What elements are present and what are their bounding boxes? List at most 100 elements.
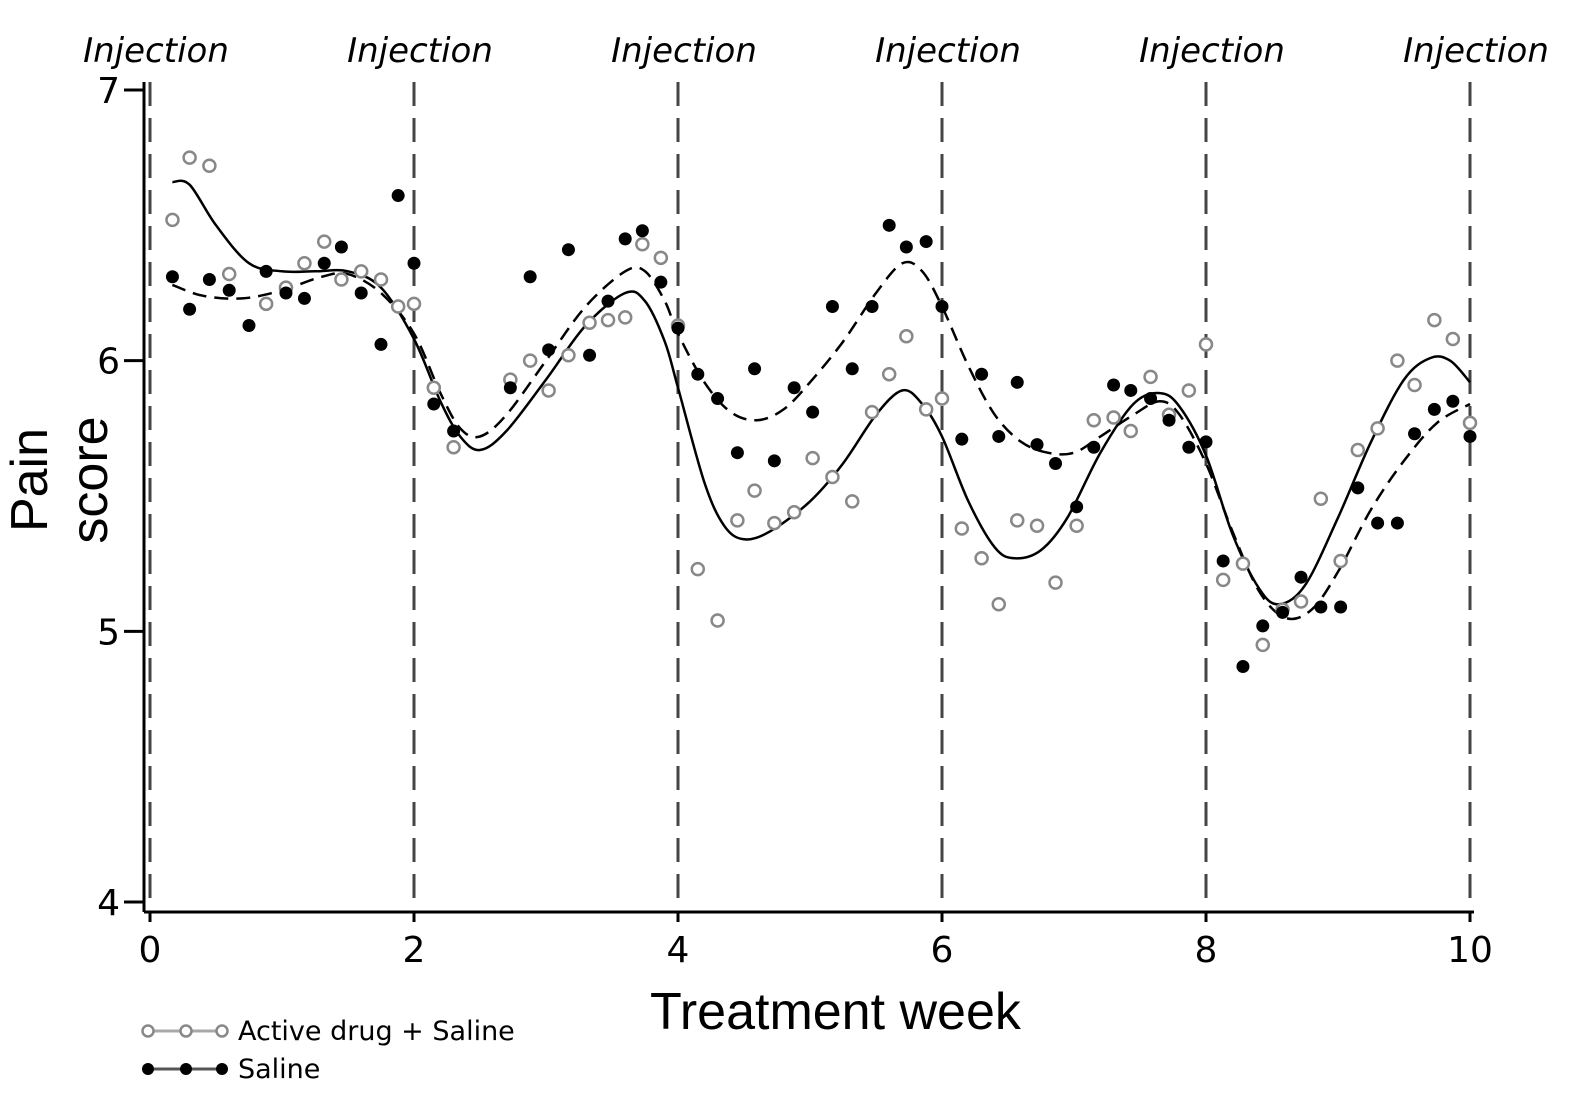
data-point-saline — [222, 283, 236, 297]
data-point-active-drug — [1407, 377, 1422, 393]
data-point-active-drug — [446, 440, 461, 455]
data-point-saline — [407, 256, 421, 270]
data-point-saline — [882, 218, 896, 232]
data-point-active-drug — [1123, 423, 1139, 439]
data-point-saline — [635, 224, 649, 238]
data-point-active-drug — [1198, 337, 1214, 352]
data-point-active-drug — [954, 521, 970, 536]
data-point-active-drug — [730, 513, 745, 528]
data-point-saline — [1256, 619, 1270, 633]
axes: 0 2 4 6 8 10 4 5 6 7 — [97, 71, 1493, 971]
data-point-active-drug — [1313, 491, 1329, 506]
data-point-saline — [711, 392, 725, 406]
data-point-active-drug — [767, 515, 782, 531]
data-point-active-drug — [582, 315, 597, 331]
data-point-active-drug — [165, 212, 180, 228]
data-point-saline — [1162, 413, 1176, 427]
data-point-saline — [1427, 402, 1441, 416]
data-point-saline — [279, 286, 293, 300]
data-point-active-drug — [1215, 572, 1231, 588]
data-point-active-drug — [747, 483, 762, 498]
injection-label: Injection — [1139, 31, 1285, 71]
data-point-active-drug — [600, 312, 616, 328]
data-point-active-drug — [934, 391, 950, 406]
data-point-saline — [354, 286, 368, 300]
data-point-active-drug — [1181, 383, 1197, 398]
injection-lines — [148, 82, 1472, 908]
data-point-saline — [297, 291, 311, 305]
data-point-saline — [955, 432, 969, 446]
data-point-active-drug — [426, 380, 442, 395]
data-point-saline — [583, 348, 597, 362]
fit-curve-saline — [171, 260, 1471, 621]
data-point-active-drug — [297, 255, 312, 271]
x-tick-label: 0 — [139, 930, 162, 971]
data-point-saline — [523, 270, 537, 284]
data-point-saline — [1463, 429, 1477, 443]
y-axis-label: Pain score — [1, 416, 119, 544]
data-point-saline — [1070, 500, 1084, 514]
data-point-saline — [691, 367, 705, 381]
data-point-active-drug — [1235, 556, 1251, 571]
data-point-active-drug — [1069, 518, 1084, 534]
data-point-saline — [919, 235, 933, 249]
data-point-saline — [992, 429, 1006, 443]
fit-curve-active-drug — [172, 179, 1471, 606]
data-point-saline — [935, 300, 949, 314]
data-point-active-drug — [881, 366, 897, 382]
data-point-saline — [391, 189, 405, 203]
data-point-saline — [1216, 554, 1230, 568]
data-point-active-drug — [522, 353, 538, 368]
data-point-active-drug — [974, 551, 989, 566]
data-point-saline — [671, 321, 685, 335]
data-point-saline — [1087, 440, 1101, 454]
data-point-active-drug — [541, 383, 556, 398]
data-point-saline — [1390, 516, 1404, 530]
x-tick-label: 10 — [1447, 930, 1493, 971]
data-point-saline — [202, 272, 216, 286]
legend-swatch-open-circle — [141, 1024, 229, 1038]
x-tick-label: 2 — [403, 930, 426, 971]
data-point-saline — [374, 337, 388, 351]
data-point-saline — [1010, 375, 1024, 389]
data-point-active-drug — [1009, 513, 1025, 528]
y-tick-label: 5 — [97, 612, 120, 653]
data-point-saline — [1030, 438, 1044, 452]
data-point-saline — [767, 454, 781, 468]
data-point-saline — [259, 264, 273, 278]
data-point-active-drug — [221, 266, 237, 282]
data-point-active-drug — [825, 469, 840, 485]
data-point-active-drug — [406, 296, 422, 312]
data-point-active-drug — [1445, 331, 1461, 347]
y-tick-label: 7 — [97, 71, 120, 112]
injection-label: Injection — [347, 31, 493, 71]
data-point-active-drug — [1462, 415, 1478, 431]
data-point-saline — [1334, 600, 1348, 614]
data-point-saline — [654, 275, 668, 289]
injection-label: Injection — [83, 31, 229, 71]
legend-label: Saline — [238, 1053, 321, 1085]
data-point-saline — [503, 381, 517, 395]
data-point-active-drug — [1350, 442, 1366, 458]
data-point-active-drug — [1293, 594, 1309, 609]
data-point-saline — [1371, 516, 1385, 530]
x-tick-label: 4 — [667, 930, 690, 971]
data-point-saline — [1182, 440, 1196, 454]
data-point-active-drug — [182, 150, 197, 165]
data-point-saline — [561, 243, 575, 257]
data-point-saline — [825, 300, 839, 314]
data-point-active-drug — [561, 348, 576, 363]
data-point-saline — [1107, 378, 1121, 392]
data-point-saline — [1236, 660, 1250, 674]
legend: Active drug + Saline Saline — [140, 1012, 515, 1088]
data-point-saline — [1144, 392, 1158, 406]
data-point-saline — [1351, 481, 1365, 495]
legend-label: Active drug + Saline — [238, 1015, 515, 1047]
legend-item-saline: Saline — [140, 1050, 515, 1088]
data-point-active-drug — [373, 272, 389, 287]
data-point-saline — [1408, 427, 1422, 441]
data-point-saline — [1124, 383, 1138, 397]
data-point-active-drug — [1106, 410, 1121, 425]
data-point-active-drug — [1333, 553, 1348, 569]
